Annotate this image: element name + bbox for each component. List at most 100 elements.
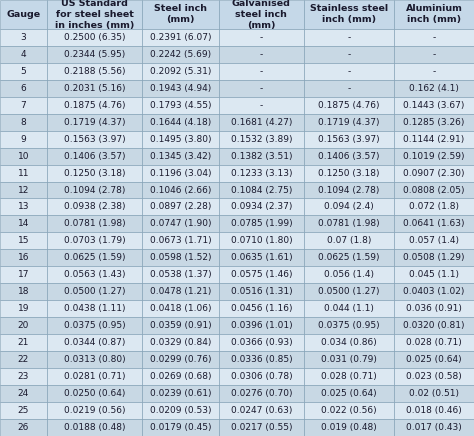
- Text: 0.2031 (5.16): 0.2031 (5.16): [64, 84, 125, 93]
- Bar: [0, 283, 46, 300]
- Text: 24: 24: [18, 389, 29, 398]
- Bar: [46, 80, 143, 97]
- Text: 0.045 (1.1): 0.045 (1.1): [409, 270, 459, 279]
- Bar: [0, 419, 46, 436]
- Text: 0.072 (1.8): 0.072 (1.8): [409, 202, 459, 211]
- Text: 0.1250 (3.18): 0.1250 (3.18): [318, 169, 380, 177]
- Text: -: -: [260, 84, 263, 93]
- Text: 0.044 (1.1): 0.044 (1.1): [324, 304, 374, 313]
- Text: 0.1345 (3.42): 0.1345 (3.42): [150, 152, 211, 160]
- Bar: [143, 317, 219, 334]
- Bar: [143, 215, 219, 232]
- Text: 0.0781 (1.98): 0.0781 (1.98): [64, 219, 125, 228]
- Text: 0.018 (0.46): 0.018 (0.46): [406, 406, 462, 415]
- Bar: [394, 97, 474, 114]
- Text: 0.0500 (1.27): 0.0500 (1.27): [318, 287, 380, 296]
- Text: 0.0438 (1.11): 0.0438 (1.11): [64, 304, 125, 313]
- Bar: [143, 131, 219, 148]
- Text: 0.025 (0.64): 0.025 (0.64): [321, 389, 377, 398]
- Bar: [303, 0, 394, 29]
- Text: 0.0673 (1.71): 0.0673 (1.71): [150, 236, 211, 245]
- Bar: [219, 283, 303, 300]
- Bar: [303, 97, 394, 114]
- Bar: [143, 148, 219, 164]
- Bar: [394, 334, 474, 351]
- Bar: [303, 402, 394, 419]
- Text: 0.1406 (3.57): 0.1406 (3.57): [318, 152, 380, 160]
- Text: 0.1019 (2.59): 0.1019 (2.59): [403, 152, 465, 160]
- Text: 0.0247 (0.63): 0.0247 (0.63): [231, 406, 292, 415]
- Text: 0.0418 (1.06): 0.0418 (1.06): [150, 304, 211, 313]
- Bar: [46, 402, 143, 419]
- Text: -: -: [260, 50, 263, 59]
- Bar: [219, 351, 303, 368]
- Text: -: -: [260, 33, 263, 42]
- Bar: [46, 46, 143, 63]
- Text: 21: 21: [18, 338, 29, 347]
- Bar: [46, 0, 143, 29]
- Bar: [46, 249, 143, 266]
- Bar: [0, 63, 46, 80]
- Text: 9: 9: [20, 135, 26, 143]
- Bar: [303, 385, 394, 402]
- Bar: [46, 351, 143, 368]
- Bar: [394, 317, 474, 334]
- Text: 0.1719 (4.37): 0.1719 (4.37): [64, 118, 125, 126]
- Bar: [143, 0, 219, 29]
- Bar: [46, 215, 143, 232]
- Bar: [143, 300, 219, 317]
- Bar: [303, 300, 394, 317]
- Text: 0.0344 (0.87): 0.0344 (0.87): [64, 338, 125, 347]
- Text: 0.1443 (3.67): 0.1443 (3.67): [403, 101, 465, 110]
- Text: 11: 11: [18, 169, 29, 177]
- Bar: [394, 419, 474, 436]
- Bar: [303, 232, 394, 249]
- Bar: [46, 97, 143, 114]
- Bar: [143, 80, 219, 97]
- Bar: [219, 215, 303, 232]
- Bar: [46, 300, 143, 317]
- Text: 0.1285 (3.26): 0.1285 (3.26): [403, 118, 465, 126]
- Text: 0.0478 (1.21): 0.0478 (1.21): [150, 287, 211, 296]
- Text: -: -: [347, 67, 350, 76]
- Text: 0.0635 (1.61): 0.0635 (1.61): [230, 253, 292, 262]
- Bar: [303, 29, 394, 46]
- Text: 0.1563 (3.97): 0.1563 (3.97): [64, 135, 125, 143]
- Text: 23: 23: [18, 372, 29, 381]
- Text: Steel inch
(mm): Steel inch (mm): [155, 4, 207, 24]
- Bar: [46, 266, 143, 283]
- Text: 0.022 (0.56): 0.022 (0.56): [321, 406, 377, 415]
- Bar: [46, 419, 143, 436]
- Text: 0.0500 (1.27): 0.0500 (1.27): [64, 287, 125, 296]
- Bar: [303, 198, 394, 215]
- Text: 0.1563 (3.97): 0.1563 (3.97): [318, 135, 380, 143]
- Text: 0.057 (1.4): 0.057 (1.4): [409, 236, 459, 245]
- Bar: [0, 164, 46, 181]
- Bar: [394, 63, 474, 80]
- Text: 0.034 (0.86): 0.034 (0.86): [321, 338, 377, 347]
- Bar: [46, 198, 143, 215]
- Bar: [394, 181, 474, 198]
- Text: 0.0313 (0.80): 0.0313 (0.80): [64, 355, 125, 364]
- Text: -: -: [432, 33, 436, 42]
- Bar: [303, 131, 394, 148]
- Text: 0.2242 (5.69): 0.2242 (5.69): [150, 50, 211, 59]
- Bar: [394, 232, 474, 249]
- Text: 0.1094 (2.78): 0.1094 (2.78): [318, 185, 380, 194]
- Text: 0.2391 (6.07): 0.2391 (6.07): [150, 33, 211, 42]
- Bar: [143, 97, 219, 114]
- Bar: [219, 249, 303, 266]
- Bar: [394, 300, 474, 317]
- Bar: [394, 164, 474, 181]
- Bar: [394, 46, 474, 63]
- Text: 0.1144 (2.91): 0.1144 (2.91): [403, 135, 465, 143]
- Text: 0.1196 (3.04): 0.1196 (3.04): [150, 169, 211, 177]
- Text: 0.0281 (0.71): 0.0281 (0.71): [64, 372, 125, 381]
- Text: 0.1943 (4.94): 0.1943 (4.94): [150, 84, 211, 93]
- Bar: [46, 334, 143, 351]
- Bar: [0, 29, 46, 46]
- Bar: [0, 114, 46, 131]
- Bar: [219, 80, 303, 97]
- Bar: [0, 97, 46, 114]
- Text: 0.0396 (1.01): 0.0396 (1.01): [230, 321, 292, 330]
